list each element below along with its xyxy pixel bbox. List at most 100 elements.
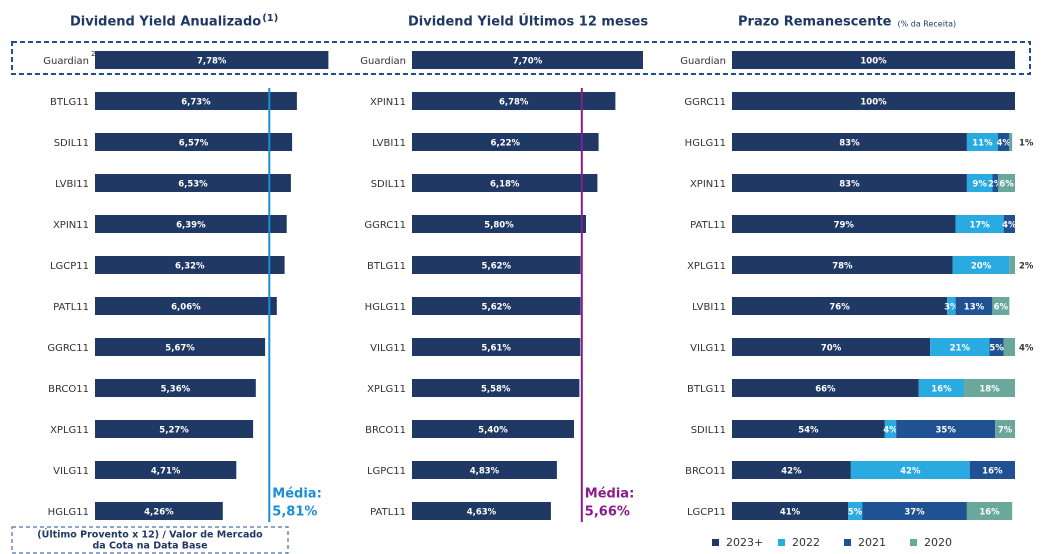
category-label: SDIL11 <box>371 179 406 190</box>
bar <box>95 92 297 110</box>
category-label: BRCO11 <box>365 425 406 436</box>
bar <box>95 338 266 356</box>
value-label: 6,32% <box>175 262 205 272</box>
legend-label: 2022 <box>792 536 820 549</box>
category-label: Guardian <box>43 56 89 67</box>
bar-segment <box>966 502 1013 520</box>
bar <box>412 461 557 479</box>
mean-value: 5,81% <box>272 505 317 520</box>
category-label: VILG11 <box>370 343 406 354</box>
value-label: 5% <box>848 508 863 518</box>
category-label: PATL11 <box>690 220 726 231</box>
value-label: 1% <box>1019 139 1034 149</box>
mean-label: Média: <box>272 487 322 502</box>
value-label: 21% <box>950 344 971 354</box>
bar-segment <box>732 461 851 479</box>
category-label: LVBI11 <box>372 138 406 149</box>
bar-segment <box>955 297 993 315</box>
bar <box>95 256 285 274</box>
bar <box>412 379 580 397</box>
highlight-box <box>11 41 1031 75</box>
chart-title: Prazo Remanescente <box>738 15 892 30</box>
bar-segment <box>732 379 919 397</box>
category-label: XPIN11 <box>370 97 406 108</box>
bar-segment <box>969 461 1015 479</box>
value-label: 42% <box>781 467 802 477</box>
value-label: 6,06% <box>171 303 201 313</box>
value-label: 6% <box>994 303 1009 313</box>
value-label: 83% <box>839 139 860 149</box>
value-label: 5,58% <box>481 385 511 395</box>
value-label: 6,57% <box>179 139 209 149</box>
category-label: BRCO11 <box>48 384 89 395</box>
value-label: 4% <box>1019 344 1034 354</box>
value-label: 4,83% <box>470 467 500 477</box>
value-label: 9% <box>972 180 987 190</box>
category-label: GGRC11 <box>47 343 89 354</box>
bar-segment <box>884 420 897 438</box>
bar <box>95 502 223 520</box>
value-label: 42% <box>900 467 921 477</box>
value-label: 6,73% <box>181 98 211 108</box>
category-label: BTLG11 <box>687 384 726 395</box>
category-label: SDIL11 <box>54 138 89 149</box>
mean-value: 5,66% <box>585 505 630 520</box>
bar-segment <box>896 420 996 438</box>
category-label: GGRC11 <box>684 97 726 108</box>
value-label: 54% <box>798 426 819 436</box>
category-label: GGRC11 <box>364 220 406 231</box>
value-label: 66% <box>815 385 836 395</box>
value-label: 76% <box>829 303 850 313</box>
value-label: 5% <box>989 344 1004 354</box>
legend-swatch <box>844 539 851 546</box>
value-label: 16% <box>982 467 1003 477</box>
bar-segment <box>862 502 967 520</box>
chart-title: Dividend Yield Anualizado <box>70 15 261 30</box>
value-label: 5,40% <box>478 426 508 436</box>
value-label: 4,26% <box>144 508 174 518</box>
category-label: LGCP11 <box>50 261 89 272</box>
bar <box>95 379 256 397</box>
value-label: 41% <box>780 508 801 518</box>
value-label: 16% <box>979 508 1000 518</box>
bar-segment <box>848 502 863 520</box>
value-label: 3% <box>944 303 959 313</box>
value-label: 37% <box>904 508 925 518</box>
value-label: 5,36% <box>161 385 191 395</box>
bar-segment <box>1009 133 1013 151</box>
bar-segment <box>989 338 1004 356</box>
bar-segment <box>1009 256 1015 274</box>
value-label: 6,18% <box>490 180 520 190</box>
bar-segment <box>952 256 1010 274</box>
title-note: (1) <box>262 13 278 24</box>
value-label: 5,80% <box>484 221 514 231</box>
value-label: 4% <box>996 139 1011 149</box>
bar <box>412 297 581 315</box>
value-label: 7,78% <box>197 57 227 67</box>
bar-segment <box>992 297 1010 315</box>
legend-label: 2023+ <box>726 536 763 549</box>
category-label: XPLG11 <box>367 384 406 395</box>
value-label: 100% <box>860 98 887 108</box>
bar-segment <box>732 338 931 356</box>
category-label: XPLG11 <box>687 261 726 272</box>
category-label: VILG11 <box>690 343 726 354</box>
category-label: HGLG11 <box>48 507 89 518</box>
bar <box>412 420 574 438</box>
value-label: 70% <box>821 344 842 354</box>
bar-segment <box>918 379 965 397</box>
category-label: XPIN11 <box>690 179 726 190</box>
category-label: BRCO11 <box>685 466 726 477</box>
bar-segment <box>992 174 999 192</box>
value-label: 7% <box>998 426 1013 436</box>
category-label: HGLG11 <box>365 302 406 313</box>
chart-subtitle: (% da Receita) <box>898 20 957 29</box>
bar <box>412 338 581 356</box>
footnote: da Cota na Data Base <box>92 541 207 552</box>
category-label: LVBI11 <box>55 179 89 190</box>
bar <box>95 461 237 479</box>
value-label: 2% <box>1019 262 1034 272</box>
value-label: 79% <box>834 221 855 231</box>
bar <box>412 174 598 192</box>
